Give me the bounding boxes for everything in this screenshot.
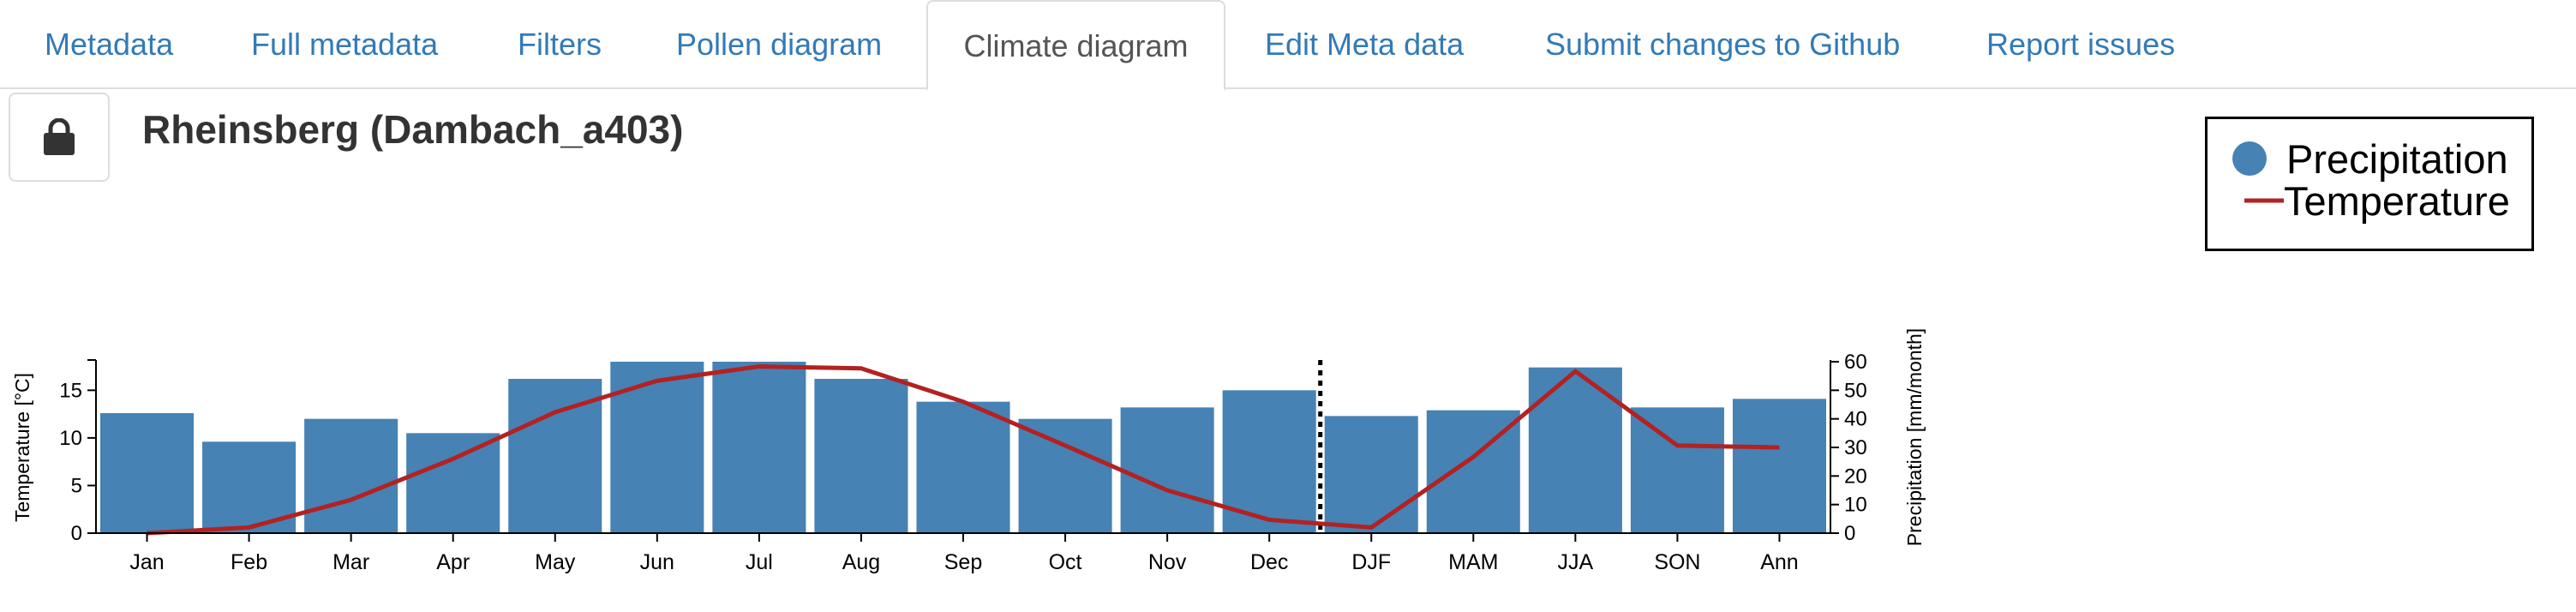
y-axis-label-right: Precipitation [mm/month]: [1903, 328, 1926, 546]
left-tick-label-10: 10: [59, 427, 82, 450]
right-tick-label-40: 40: [1844, 408, 1867, 431]
precip-bar-djf: [1324, 416, 1418, 533]
precip-bar-mar: [304, 418, 398, 533]
x-tick-label-ann: Ann: [1760, 550, 1798, 574]
x-tick-label-mam: MAM: [1448, 550, 1498, 574]
legend-label-precipitation: Precipitation: [2286, 135, 2508, 182]
x-tick-label-may: May: [535, 550, 576, 574]
x-tick-label-aug: Aug: [842, 550, 880, 574]
precip-bar-aug: [814, 379, 908, 533]
right-tick-label-10: 10: [1844, 494, 1867, 517]
x-tick-label-mar: Mar: [332, 550, 369, 574]
right-tick-label-50: 50: [1844, 379, 1867, 402]
precip-bar-jan: [100, 413, 195, 533]
left-tick-label-5: 5: [71, 474, 82, 497]
right-tick-label-20: 20: [1844, 465, 1867, 488]
legend-line-icon: [2244, 198, 2284, 203]
precip-bar-nov: [1120, 407, 1214, 533]
legend-circle-icon: [2232, 141, 2267, 176]
left-tick-label-0: 0: [71, 522, 82, 545]
right-tick-label-30: 30: [1844, 436, 1867, 459]
precip-bar-son: [1630, 407, 1724, 533]
x-tick-label-sep: Sep: [944, 550, 982, 574]
lock-button[interactable]: [9, 93, 110, 182]
legend-item-precipitation: Precipitation: [2230, 135, 2508, 182]
legend-item-temperature: Temperature: [2244, 177, 2510, 224]
precip-bar-sep: [916, 401, 1010, 533]
climate-chart: 0 5 10 15 0 10 20 30 40 50 60 Jan Feb Mar Apr May Jun Jul…: [0, 291, 1971, 600]
x-tick-label-jan: Jan: [129, 550, 164, 574]
x-tick-label-djf: DJF: [1351, 550, 1391, 574]
tab-metadata[interactable]: Metadata: [45, 27, 174, 62]
right-tick-label-0: 0: [1844, 522, 1855, 545]
tab-submit-changes-github[interactable]: Submit changes to Github: [1545, 27, 1901, 62]
x-tick-label-nov: Nov: [1148, 550, 1187, 574]
precip-bar-apr: [406, 433, 500, 533]
y-axis-label-left: Temperature [°C]: [11, 373, 33, 522]
lock-icon: [44, 118, 75, 155]
tab-climate-diagram[interactable]: Climate diagram: [926, 0, 1225, 91]
tab-pollen-diagram[interactable]: Pollen diagram: [676, 27, 883, 62]
x-tick-label-son: SON: [1654, 550, 1700, 574]
precip-bar-jun: [610, 362, 704, 533]
precip-bar-ann: [1732, 399, 1826, 533]
x-tick-label-jul: Jul: [746, 550, 773, 574]
tab-full-metadata[interactable]: Full metadata: [251, 27, 439, 62]
legend-label-temperature: Temperature: [2284, 177, 2510, 224]
x-tick-label-feb: Feb: [231, 550, 267, 574]
x-tick-label-jun: Jun: [640, 550, 674, 574]
page-title: Rheinsberg (Dambach_a403): [142, 107, 684, 152]
climate-chart-svg: 0 5 10 15 0 10 20 30 40 50 60 Jan Feb Mar Apr May Jun Jul…: [11, 328, 1926, 574]
tab-report-issues[interactable]: Report issues: [1986, 27, 2176, 62]
x-tick-label-dec: Dec: [1250, 550, 1288, 574]
left-tick-label-15: 15: [59, 379, 82, 402]
x-tick-label-apr: Apr: [436, 550, 470, 574]
chart-legend: Precipitation Temperature: [2205, 117, 2534, 251]
precip-bar-oct: [1018, 418, 1112, 533]
x-tick-label-jja: JJA: [1558, 550, 1594, 574]
precip-bar-jul: [712, 362, 806, 533]
right-tick-label-60: 60: [1844, 351, 1867, 374]
tab-bar: Metadata Full metadata Filters Pollen di…: [0, 0, 2576, 91]
tab-filters[interactable]: Filters: [518, 27, 602, 62]
precip-bar-jja: [1528, 367, 1622, 533]
x-tick-label-oct: Oct: [1049, 550, 1082, 574]
temperature-line: [147, 364, 1780, 536]
tab-edit-meta-data[interactable]: Edit Meta data: [1265, 27, 1465, 62]
